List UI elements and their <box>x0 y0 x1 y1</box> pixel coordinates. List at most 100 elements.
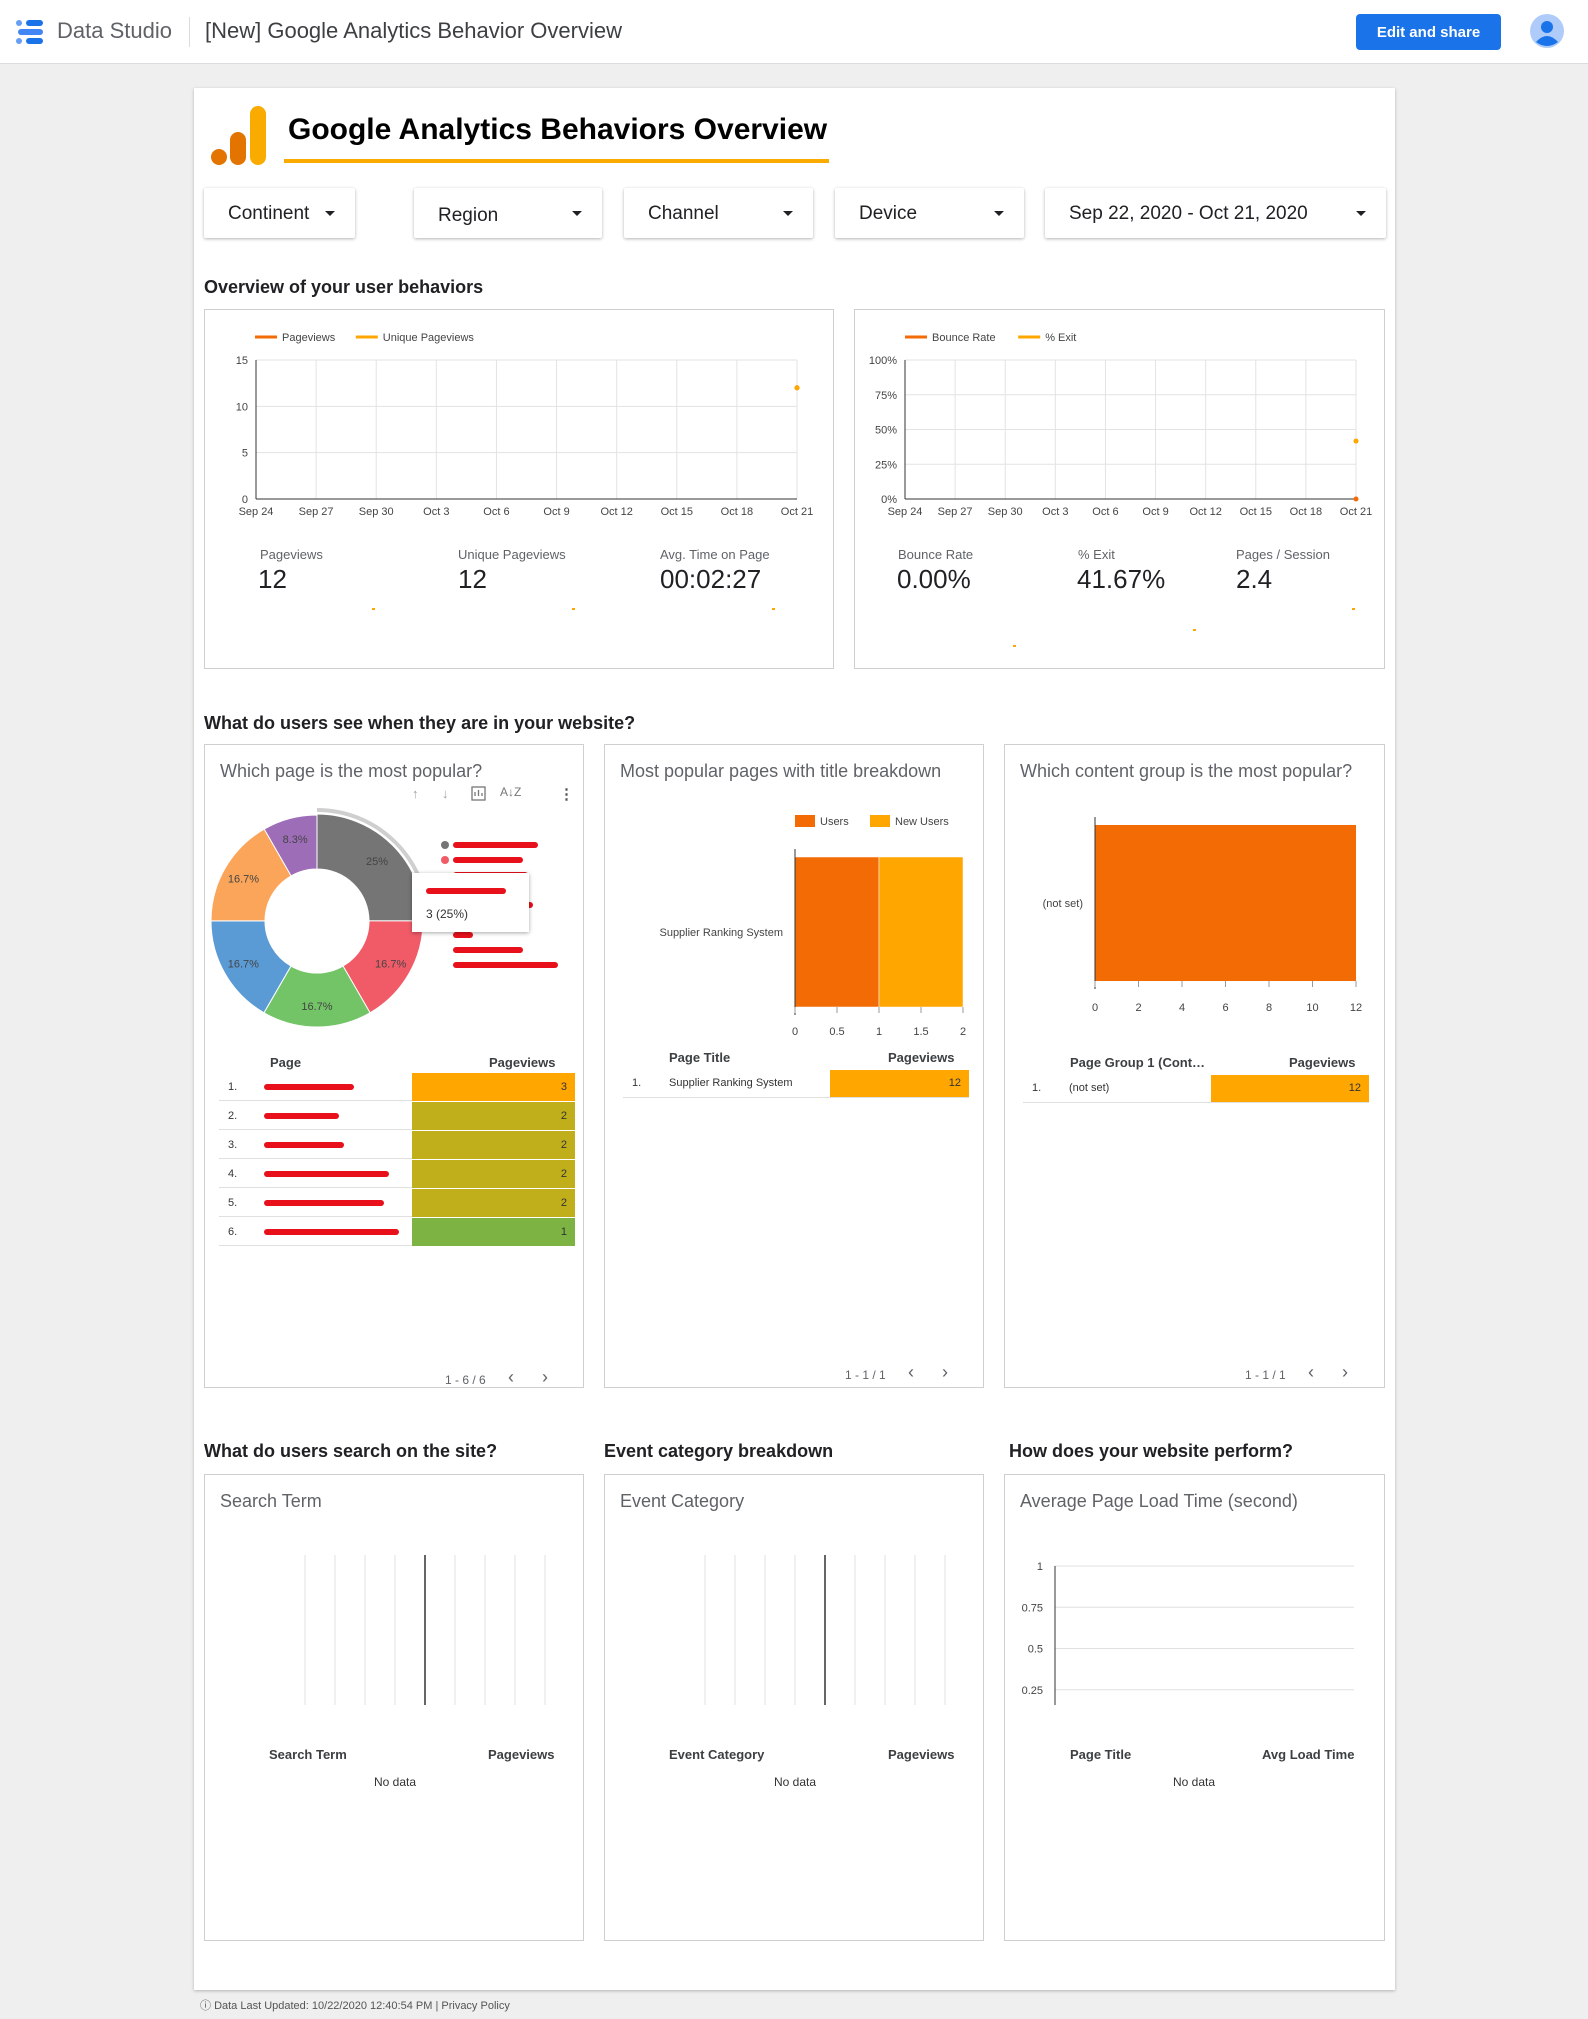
sparkline-dot <box>1193 629 1196 631</box>
x-tick-label: Oct 12 <box>600 506 632 518</box>
prev-page-icon[interactable]: ‹ <box>908 1362 914 1382</box>
sort-ascending-icon[interactable]: ↑ <box>412 786 419 801</box>
popular-titles-card: Most popular pages with title breakdown … <box>604 744 984 1388</box>
x-tick-label: Oct 15 <box>661 506 693 518</box>
redacted-text <box>426 888 506 894</box>
bar <box>794 856 880 1008</box>
legend-swatch <box>795 815 815 827</box>
card-title: Event Category <box>620 1491 745 1511</box>
next-page-icon[interactable]: › <box>542 1367 548 1387</box>
y-tick-label: 1 <box>1037 1561 1043 1573</box>
kpi-value: 12 <box>458 564 487 594</box>
device-filter[interactable]: Device <box>835 188 1024 238</box>
next-page-icon[interactable]: › <box>942 1362 948 1382</box>
value-bar <box>412 1131 575 1159</box>
table-header: Page Group 1 (Cont… <box>1070 1055 1206 1070</box>
redacted-page-path <box>264 1113 339 1119</box>
pageviews-line-chart: Pageviews Unique Pageviews 0 5 10 15 Sep 24 Sep… <box>236 332 813 518</box>
x-tick-label: 8 <box>1266 1002 1272 1014</box>
x-tick-label: Sep 27 <box>938 506 973 518</box>
region-filter[interactable]: Region <box>414 188 602 238</box>
y-tick-label: 15 <box>236 355 248 367</box>
no-data-message: No data <box>374 1775 417 1789</box>
sparkline-dot <box>772 608 775 610</box>
app-name: Data Studio <box>57 18 172 43</box>
filter-label: Region <box>438 205 499 226</box>
x-tick-label: Oct 9 <box>1142 506 1168 518</box>
table-row[interactable]: 1. 3 <box>219 1073 575 1101</box>
x-tick-label: Sep 24 <box>888 506 923 518</box>
pages-table: 1. 3 2. 2 3. 2 4. 2 5. 2 6. 1 <box>219 1073 575 1248</box>
report-name[interactable]: [New] Google Analytics Behavior Overview <box>205 18 622 43</box>
table-header: Pageviews <box>489 1055 556 1070</box>
kpi-label: Pages / Session <box>1236 547 1330 562</box>
event-category-card: Event Category -1-0.500.51 Event Categor… <box>604 1474 984 1941</box>
users-stacked-bar-chart: Users New Users 0 0.5 1 1.5 2 Supplier Ranking … <box>659 815 966 1038</box>
legend-label: Pageviews <box>282 332 336 344</box>
data-studio-logo[interactable] <box>14 19 44 45</box>
table-row[interactable]: 2. 2 <box>219 1102 575 1130</box>
card-title: Which page is the most popular? <box>220 761 483 781</box>
title-underline <box>284 159 829 163</box>
slice-label: 8.3% <box>283 834 308 846</box>
y-tick-label: 10 <box>236 401 248 413</box>
x-tick-label: Oct 21 <box>1340 506 1372 518</box>
redacted-page-path <box>264 1142 344 1148</box>
prev-page-icon[interactable]: ‹ <box>1308 1362 1314 1382</box>
filter-label: Channel <box>648 203 719 224</box>
info-icon: ⓘ <box>200 2000 211 2012</box>
privacy-policy-link[interactable]: Privacy Policy <box>441 2000 510 2012</box>
y-tick-label: 0.75 <box>1022 1602 1043 1614</box>
prev-page-icon[interactable]: ‹ <box>508 1367 514 1387</box>
continent-filter[interactable]: Continent <box>204 188 355 238</box>
table-row[interactable]: 3. 2 <box>219 1131 575 1159</box>
date-range-filter[interactable]: Sep 22, 2020 - Oct 21, 2020 <box>1045 188 1386 238</box>
row-number: 4. <box>228 1168 238 1180</box>
x-tick-label: 0 <box>792 1026 798 1038</box>
x-tick-label: Oct 9 <box>543 506 569 518</box>
legend-swatch <box>870 815 890 827</box>
edit-and-share-button[interactable]: Edit and share <box>1356 14 1501 50</box>
row-value: 12 <box>1348 1082 1361 1094</box>
x-tick-label: Sep 27 <box>299 506 334 518</box>
next-page-icon[interactable]: › <box>1342 1362 1348 1382</box>
row-value: 2 <box>560 1139 567 1151</box>
sort-descending-icon[interactable]: ↓ <box>442 786 449 801</box>
table-row[interactable]: 1. (not set) 12 <box>1023 1075 1369 1103</box>
search-term-card: Search Term -1-0.500.51 Search Term Page… <box>204 1474 584 1941</box>
kpi-value: 41.67% <box>1077 564 1166 594</box>
x-tick-label: Oct 3 <box>1042 506 1068 518</box>
card-title: Search Term <box>220 1491 322 1511</box>
table-pager: 1 - 1 / 1 <box>845 1368 886 1382</box>
table-row[interactable]: 4. 2 <box>219 1160 575 1188</box>
footer: ⓘ Data Last Updated: 10/22/2020 12:40:54… <box>200 2000 510 2012</box>
load-time-line-chart: 00.250.50.751 <box>1022 1561 1354 1705</box>
row-value: 2 <box>560 1168 567 1180</box>
x-tick-label: 2 <box>960 1026 966 1038</box>
x-tick-label: Sep 30 <box>988 506 1023 518</box>
more-options-icon[interactable]: ⋮ <box>559 786 574 803</box>
x-tick-label: 4 <box>1179 1002 1185 1014</box>
table-header: Pageviews <box>1289 1055 1356 1070</box>
y-tick-label: 5 <box>242 448 248 460</box>
table-row[interactable]: 5. 2 <box>219 1189 575 1217</box>
x-tick-label: 1.5 <box>913 1026 928 1038</box>
bar <box>878 856 964 1008</box>
row-value: 12 <box>948 1077 961 1089</box>
redacted-page-path <box>264 1171 389 1177</box>
sparkline-dot <box>372 608 375 610</box>
channel-filter[interactable]: Channel <box>624 188 813 238</box>
x-tick-label: 6 <box>1222 1002 1228 1014</box>
legend-label: Unique Pageviews <box>383 332 475 344</box>
app-header: Data Studio [New] Google Analytics Behav… <box>0 0 1588 64</box>
search-term-bar-chart: -1-0.500.51 <box>304 1555 546 1705</box>
slice-label: 16.7% <box>375 958 406 970</box>
kpi-label: Bounce Rate <box>898 547 974 562</box>
drill-down-icon[interactable] <box>471 786 486 801</box>
sort-az-icon[interactable]: A↓Z <box>500 785 522 799</box>
account-avatar-icon[interactable] <box>1530 14 1564 48</box>
table-row[interactable]: 6. 1 <box>219 1218 575 1246</box>
header-divider <box>189 17 190 47</box>
table-row[interactable]: 1. Supplier Ranking System 12 <box>623 1070 969 1098</box>
redacted-page-path <box>264 1200 384 1206</box>
